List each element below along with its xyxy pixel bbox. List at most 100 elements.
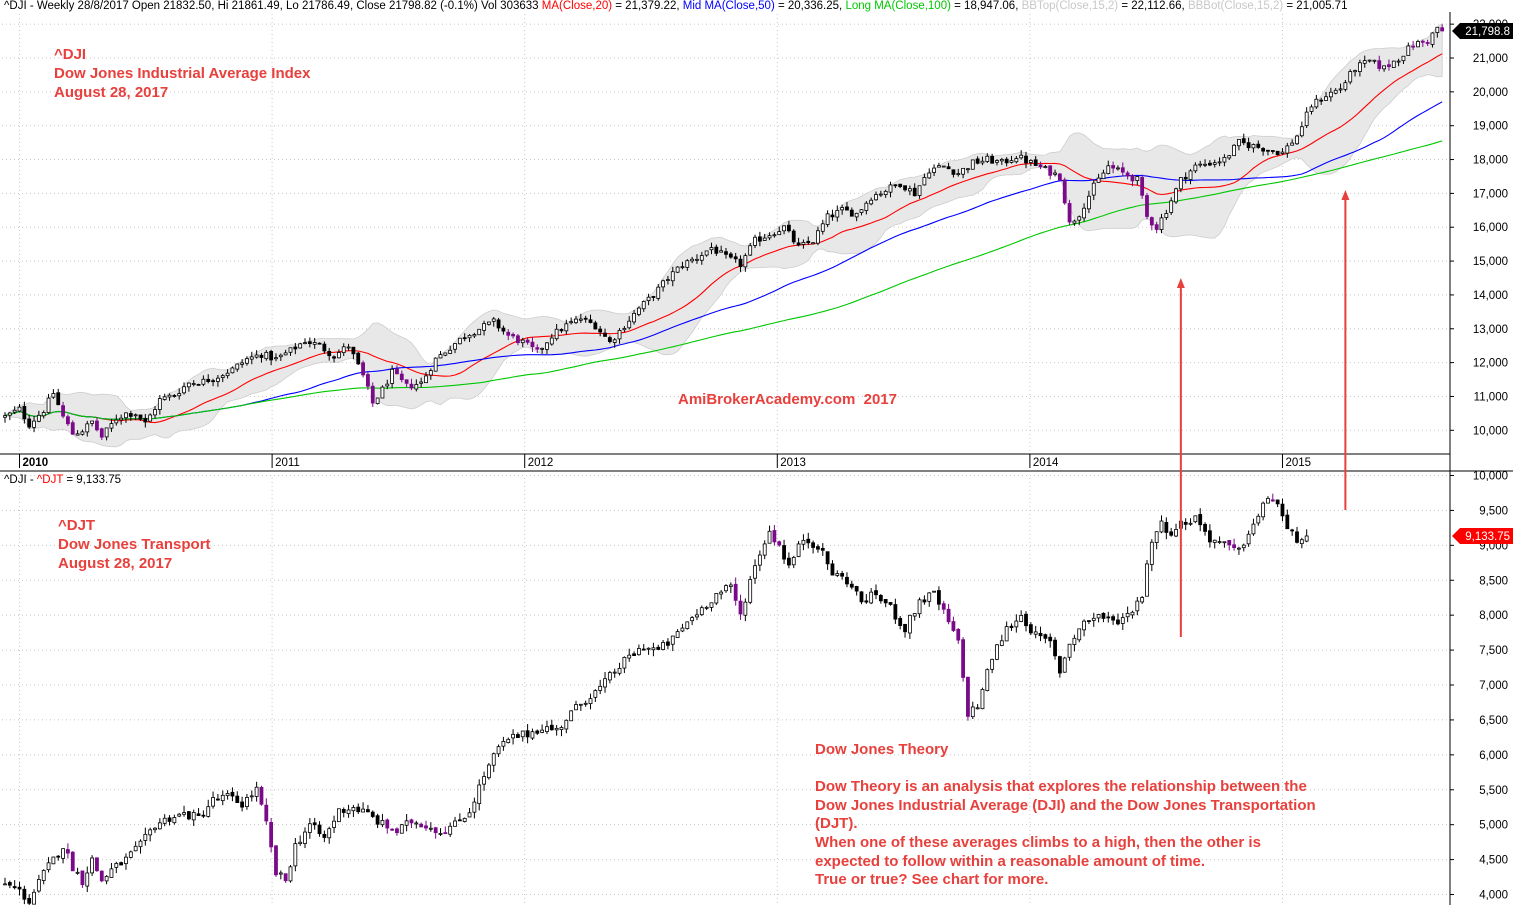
candle — [433, 826, 438, 839]
candle-body — [1101, 612, 1106, 619]
candle — [486, 321, 491, 326]
candle-body — [1207, 162, 1212, 166]
candle — [627, 316, 632, 330]
candle-body — [409, 819, 414, 824]
candle — [922, 173, 927, 186]
candle-body — [317, 824, 322, 835]
candle-body — [1028, 160, 1033, 163]
candle-body — [859, 209, 864, 213]
candle-body — [670, 271, 675, 282]
candle-body — [753, 236, 757, 246]
candle — [269, 817, 274, 853]
candle-body — [153, 409, 157, 416]
candle-body — [138, 840, 143, 848]
candle — [641, 644, 646, 651]
candle — [1382, 65, 1386, 72]
candle — [1043, 164, 1048, 169]
candle — [1188, 169, 1193, 185]
candle-body — [1043, 634, 1048, 639]
candle — [1266, 149, 1270, 156]
candle — [51, 856, 56, 865]
dow-theory-note: Dow Jones Theory Dow Theory is an analys… — [815, 741, 1316, 890]
candle-body — [482, 323, 486, 331]
candle — [128, 850, 133, 859]
candle-body — [143, 417, 148, 423]
candle-body — [322, 833, 327, 838]
candle — [453, 816, 457, 827]
candle-body — [767, 530, 772, 544]
candle — [869, 588, 874, 605]
candle — [1004, 157, 1009, 167]
candle — [322, 341, 327, 354]
candle — [1362, 55, 1367, 68]
candle — [1270, 150, 1275, 154]
candle — [806, 236, 811, 245]
candle — [395, 365, 399, 375]
ma-mid-value: = 20,336.25, — [774, 0, 843, 12]
candle-body — [675, 266, 680, 273]
candle-body — [1009, 625, 1014, 629]
ytick-label-djt: 8,000 — [1479, 610, 1508, 622]
candle — [1324, 91, 1328, 101]
candle — [259, 785, 264, 806]
candle-body — [472, 334, 477, 337]
candle — [617, 328, 622, 344]
candle — [390, 365, 395, 388]
candle — [685, 621, 690, 630]
candle-body — [574, 318, 578, 324]
candle — [32, 889, 36, 905]
candle-body — [970, 159, 975, 170]
candle-body — [346, 346, 351, 349]
candle-body — [1009, 160, 1014, 163]
candle-body — [728, 253, 733, 258]
candle — [366, 371, 370, 391]
candle — [1270, 493, 1275, 502]
candle-body — [549, 724, 554, 731]
candle — [845, 572, 849, 588]
candle-body — [390, 828, 395, 831]
candle — [1198, 508, 1203, 532]
candle-body — [999, 640, 1004, 646]
candle — [511, 729, 515, 745]
candle-body — [283, 873, 288, 882]
candle-body — [278, 354, 283, 358]
candle — [695, 254, 699, 264]
candle — [211, 791, 215, 809]
candle-body — [1256, 515, 1261, 524]
candle — [840, 570, 845, 580]
candle-body — [825, 213, 830, 225]
candle — [90, 855, 95, 876]
candle-body — [1164, 213, 1169, 218]
candle — [317, 821, 322, 837]
candle-body — [699, 607, 704, 616]
candle — [825, 210, 830, 228]
candle — [124, 412, 128, 423]
candle — [641, 300, 646, 312]
candle — [1377, 55, 1382, 72]
candle-body — [109, 423, 114, 429]
candle-body — [157, 398, 162, 410]
candle-body — [888, 184, 893, 193]
candle — [1106, 160, 1111, 175]
candle-body — [801, 242, 806, 245]
candle-body — [1154, 224, 1159, 230]
candle — [1057, 655, 1062, 678]
candle — [1111, 161, 1116, 174]
candle — [303, 338, 307, 345]
candle — [714, 593, 719, 606]
candle-body — [157, 822, 162, 830]
candle — [327, 826, 332, 844]
candle — [583, 700, 588, 707]
bbbot-value: = 21,005.71 — [1283, 0, 1348, 12]
candle — [598, 679, 603, 695]
candle-body — [549, 337, 554, 345]
candle — [1183, 518, 1188, 531]
candle-body — [46, 862, 51, 871]
ytick-label-djt: 7,500 — [1479, 645, 1508, 657]
candle-body — [32, 891, 36, 905]
candle-body — [206, 806, 211, 817]
candle-body — [1048, 165, 1053, 176]
candle — [1227, 540, 1232, 551]
candle — [235, 791, 240, 803]
candle-body — [796, 242, 801, 246]
